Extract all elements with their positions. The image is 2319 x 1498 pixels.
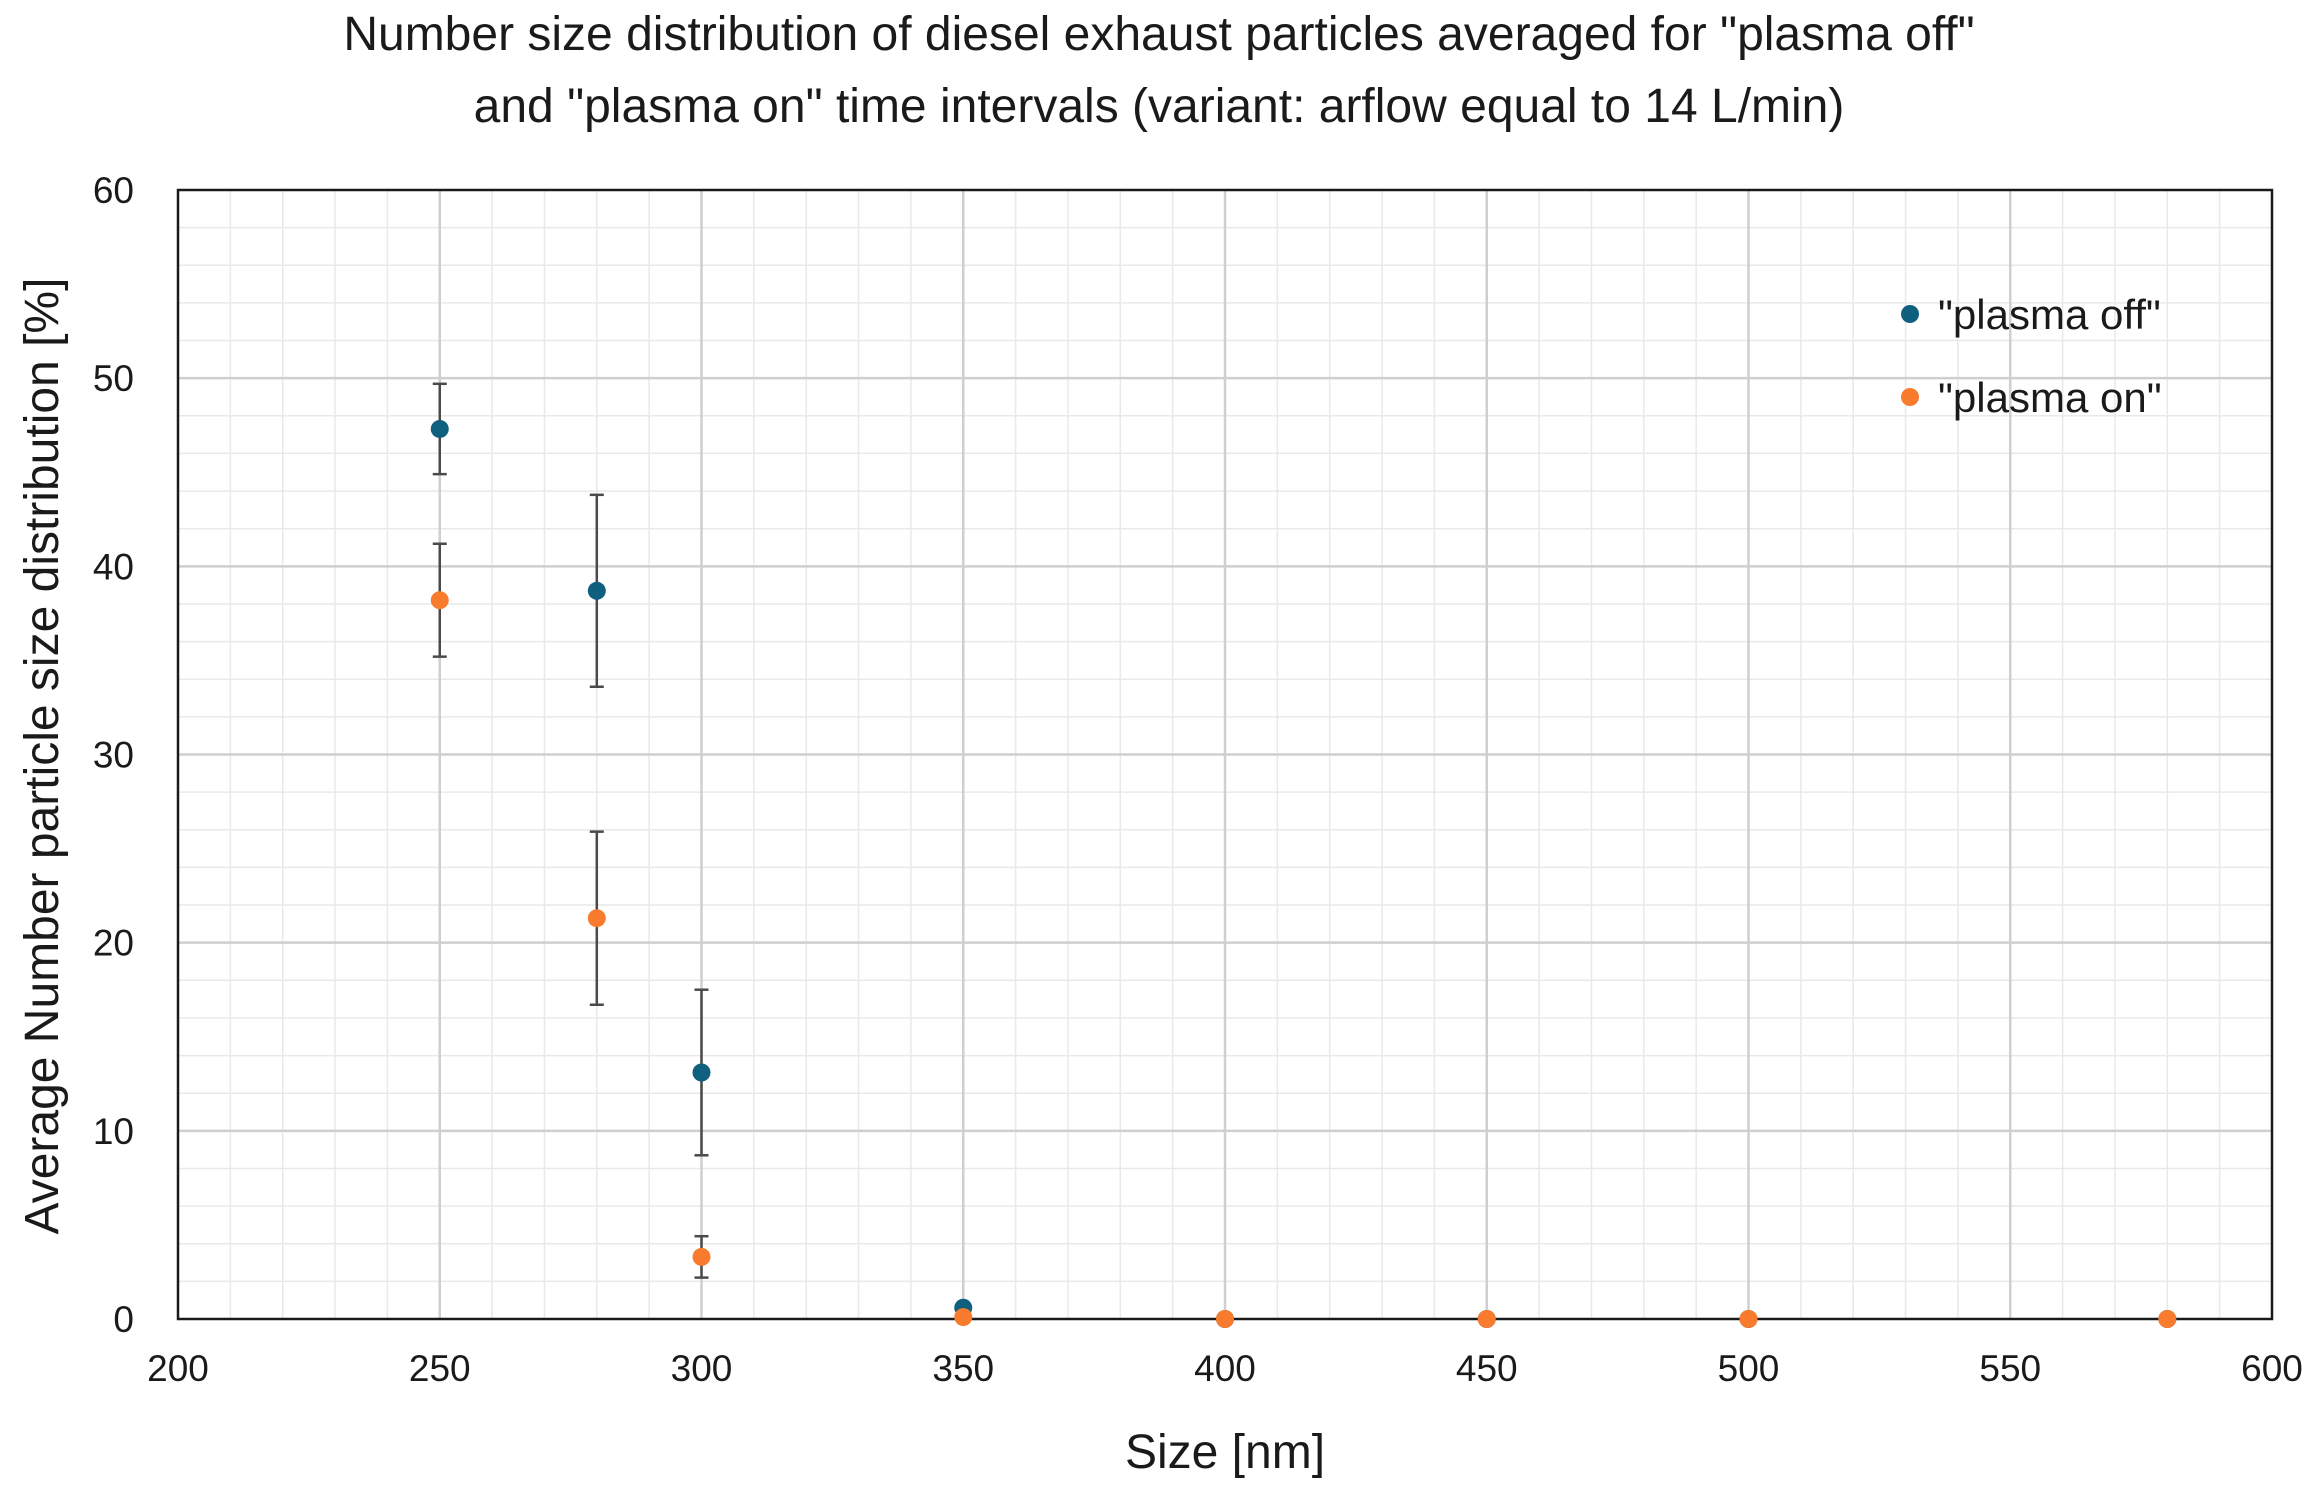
plasma-on-point [954, 1308, 973, 1327]
plasma-off-point [430, 419, 449, 438]
x-tick-label: 200 [147, 1348, 209, 1389]
data-points [430, 419, 2177, 1328]
plasma-on-point [587, 909, 606, 928]
y-tick-label: 50 [93, 358, 134, 399]
legend-marker [1901, 305, 1919, 323]
x-tick-label: 450 [1456, 1348, 1518, 1389]
y-tick-label: 40 [93, 546, 134, 587]
legend-marker [1901, 388, 1919, 406]
x-tick-label: 300 [671, 1348, 733, 1389]
x-axis-ticks: 200 250 300 350 400 450 500 550 600 [147, 1348, 2303, 1389]
x-tick-label: 500 [1718, 1348, 1780, 1389]
legend-label: "plasma on" [1938, 374, 2162, 421]
x-tick-label: 350 [932, 1348, 994, 1389]
y-tick-label: 10 [93, 1111, 134, 1152]
y-tick-label: 30 [93, 735, 134, 776]
plasma-on-point [1216, 1310, 1234, 1328]
x-tick-label: 550 [1979, 1348, 2041, 1389]
y-axis-ticks: 0 10 20 30 40 50 60 [93, 170, 134, 1340]
plasma-on-point [1477, 1310, 1496, 1328]
chart-title-line-2: and "plasma on" time intervals (variant:… [474, 80, 1845, 133]
plasma-off-point [587, 581, 606, 600]
y-axis-title: Average Number particle size distributio… [16, 278, 69, 1235]
x-tick-label: 600 [2241, 1348, 2303, 1389]
plasma-on-point [2158, 1310, 2177, 1328]
major-gridlines [178, 190, 2272, 1319]
plasma-on-point [1739, 1310, 1758, 1328]
x-axis-title: Size [nm] [1125, 1426, 1325, 1479]
x-tick-label: 250 [409, 1348, 471, 1389]
chart-title-line-1: Number size distribution of diesel exhau… [343, 8, 1974, 61]
legend: "plasma off" "plasma on" [1901, 291, 2162, 421]
plasma-off-point [692, 1063, 711, 1082]
x-tick-label: 400 [1194, 1348, 1256, 1389]
y-tick-label: 20 [93, 923, 134, 964]
plasma-on-point [430, 591, 449, 610]
y-tick-label: 60 [93, 170, 134, 211]
y-tick-label: 0 [113, 1299, 134, 1340]
legend-label: "plasma off" [1938, 291, 2161, 338]
plasma-on-point [692, 1247, 711, 1266]
